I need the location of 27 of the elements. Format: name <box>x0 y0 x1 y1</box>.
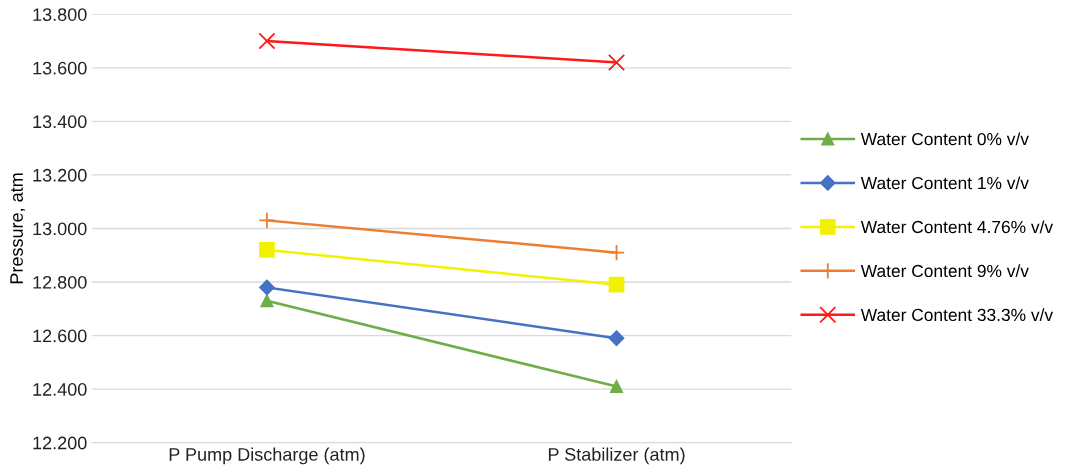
point <box>260 294 274 308</box>
point <box>607 244 626 262</box>
point <box>610 379 623 393</box>
point <box>608 276 625 293</box>
point <box>259 279 275 296</box>
y-tick-label: 13.000 <box>33 222 87 236</box>
point <box>259 242 275 258</box>
y-tick-label: 13.800 <box>33 8 87 21</box>
legend-label: Water Content 9% v/v <box>860 264 1029 278</box>
y-tick-label: 13.600 <box>33 61 87 75</box>
y-axis-title: Pressure, atm <box>10 173 26 284</box>
y-tick-label: 12.800 <box>33 275 87 289</box>
point <box>258 32 276 50</box>
y-tick-label: 12.600 <box>33 329 87 343</box>
legend-label: Water Content 4.76% v/v <box>860 220 1054 234</box>
y-tick-label: 13.200 <box>33 168 87 182</box>
legend-label: Water Content 1% v/v <box>860 176 1029 190</box>
y-tick-label: 13.400 <box>33 115 87 129</box>
point <box>607 53 626 72</box>
x-tick-label: P Pump Discharge (atm) <box>169 447 365 465</box>
legend-label: Water Content 0% v/v <box>860 132 1029 146</box>
x-tick-label: P Stabilizer (atm) <box>548 447 685 465</box>
y-tick-label: 12.200 <box>33 436 87 450</box>
legend-label: Water Content 33.3% v/v <box>860 308 1054 322</box>
y-tick-label: 12.400 <box>33 383 87 396</box>
point <box>258 211 276 229</box>
point <box>608 330 625 347</box>
